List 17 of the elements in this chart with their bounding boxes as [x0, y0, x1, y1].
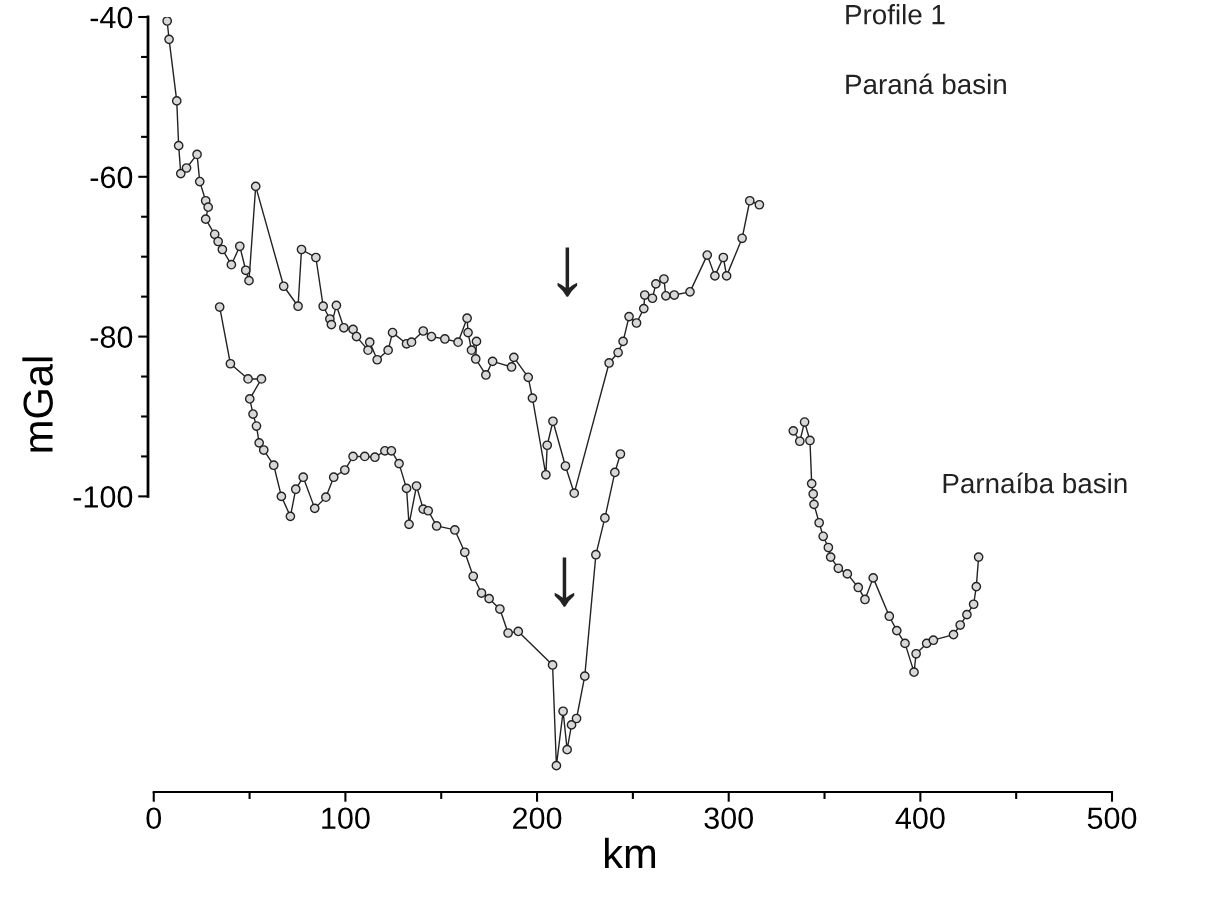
annotation: Paraná basin	[846, 73, 1006, 95]
annotation: Parnaíba basin	[943, 472, 1127, 494]
annotation: ↓	[554, 557, 575, 607]
y-tick-label: -40	[90, 6, 133, 29]
x-tick-label: 500	[1087, 807, 1137, 830]
x-tick-label: 0	[146, 807, 162, 830]
x-axis-title: km	[605, 837, 656, 869]
x-tick-label: 100	[322, 807, 370, 830]
y-axis-title: mGal	[22, 357, 53, 452]
y-tick-label: -60	[90, 166, 133, 189]
x-tick-label: 300	[704, 807, 753, 830]
y-tick-label: -100	[73, 486, 133, 508]
x-tick-label: 200	[513, 807, 562, 830]
x-tick-label: 400	[895, 807, 945, 830]
annotation: Profile 1	[846, 4, 945, 25]
annotation: ↓	[557, 247, 578, 297]
y-tick-label: -80	[90, 326, 133, 348]
